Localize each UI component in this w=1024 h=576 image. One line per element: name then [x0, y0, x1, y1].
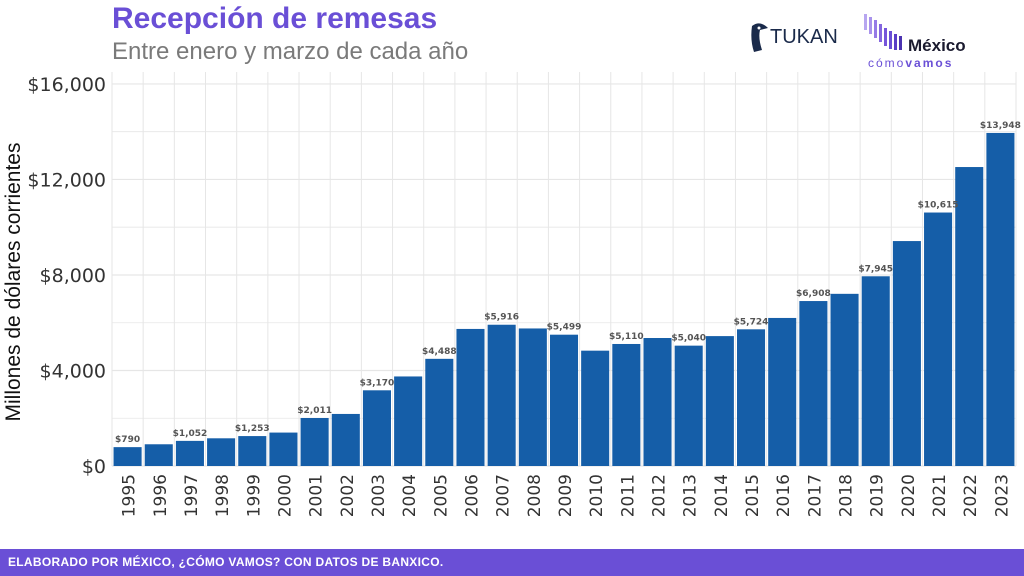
bar-2014: [705, 336, 734, 466]
tukan-logo-text: TUKAN: [770, 26, 838, 48]
x-tick-label-1999: 1999: [244, 474, 264, 517]
bar-chart: $790 $1,052 $1,253 $2,011 $3,170 $4,488 $5,916…: [2, 72, 1021, 517]
bars-logo-icon: [864, 14, 902, 50]
bar-2017: [799, 301, 828, 466]
x-tick-label-2019: 2019: [868, 474, 888, 517]
tukan-logo: TUKAN: [748, 18, 838, 58]
x-tick-label-2013: 2013: [681, 474, 701, 517]
x-tick-label-2003: 2003: [369, 474, 389, 517]
y-tick-label: $12,000: [27, 169, 106, 191]
y-tick-label: $0: [82, 456, 106, 478]
data-label-1997: $1,052: [173, 429, 208, 439]
data-label-2007: $5,916: [484, 313, 519, 323]
bar-2015: [737, 329, 766, 466]
footer-bar: ELABORADO POR MÉXICO, ¿CÓMO VAMOS? CON D…: [0, 549, 1024, 576]
bar-2022: [955, 167, 984, 466]
x-tick-label-2015: 2015: [743, 474, 763, 517]
x-tick-label-2016: 2016: [774, 474, 794, 517]
bar-2008: [518, 328, 547, 466]
x-tick-label-2004: 2004: [400, 474, 420, 517]
x-tick-label-2007: 2007: [494, 474, 514, 517]
mcv-logo-subtext: cómovamos: [868, 56, 954, 70]
bar-2010: [581, 350, 610, 466]
data-label-1999: $1,253: [235, 424, 270, 434]
x-tick-label-2012: 2012: [650, 474, 670, 517]
data-label-2019: $7,945: [858, 264, 893, 274]
x-tick-label-1995: 1995: [120, 474, 140, 517]
bar-2007: [487, 324, 516, 466]
bar-1995: [113, 447, 142, 466]
x-tick-label-2022: 2022: [961, 474, 981, 517]
bar-2009: [549, 334, 579, 466]
x-tick-label-2017: 2017: [805, 474, 825, 517]
bar-2011: [612, 343, 641, 466]
bar-2019: [861, 276, 890, 466]
x-tick-label-2000: 2000: [275, 474, 295, 517]
bar-1998: [207, 438, 236, 466]
chart-subtitle: Entre enero y marzo de cada año: [112, 38, 469, 65]
bar-2021: [924, 212, 953, 466]
data-label-2003: $3,170: [360, 378, 395, 388]
y-axis-ticks: $0 $4,000 $8,000 $12,000 $16,000: [27, 74, 106, 478]
x-tick-label-2009: 2009: [556, 474, 576, 517]
x-tick-label-2005: 2005: [431, 474, 451, 517]
data-label-2001: $2,011: [297, 406, 332, 416]
x-tick-label-2008: 2008: [525, 474, 545, 517]
bar-2020: [892, 241, 921, 466]
x-tick-label-2020: 2020: [899, 474, 919, 517]
data-label-2021: $10,615: [918, 201, 959, 211]
mcv-logo-text: México: [908, 36, 966, 55]
data-label-2009: $5,499: [547, 323, 582, 333]
y-tick-label: $8,000: [40, 265, 106, 287]
y-axis-label: Millones de dólares corrientes: [2, 143, 25, 422]
data-label-2013: $5,040: [671, 334, 706, 344]
x-axis-ticks: 1995 1996 1997 1998 1999 2000 2001 2002 2003 2004…: [120, 474, 1013, 517]
data-label-2015: $5,724: [734, 317, 769, 327]
bar-2018: [830, 293, 859, 466]
bar-2000: [269, 432, 298, 466]
bar-1996: [144, 444, 173, 466]
x-tick-label-2021: 2021: [930, 474, 950, 517]
bar-2001: [300, 417, 329, 466]
x-tick-label-2006: 2006: [462, 474, 482, 517]
bar-2012: [643, 338, 672, 466]
footer-credit: ELABORADO POR MÉXICO, ¿CÓMO VAMOS? CON D…: [8, 555, 444, 569]
data-label-2017: $6,908: [796, 289, 831, 299]
x-tick-label-2014: 2014: [712, 474, 732, 517]
bar-2003: [362, 390, 391, 466]
x-tick-label-2023: 2023: [992, 474, 1012, 517]
data-label-2011: $5,110: [609, 332, 644, 342]
x-tick-label-2011: 2011: [618, 474, 638, 517]
data-label-2005: $4,488: [422, 347, 457, 357]
data-labels: $790 $1,052 $1,253 $2,011 $3,170 $4,488 $5,916…: [115, 121, 1021, 445]
mexico-como-vamos-logo: México cómovamos: [862, 12, 992, 70]
bar-2023: [986, 132, 1015, 466]
toucan-icon: [751, 23, 768, 52]
x-tick-label-1997: 1997: [182, 474, 202, 517]
bar-2013: [674, 345, 703, 466]
x-tick-label-2010: 2010: [587, 474, 607, 517]
x-tick-label-2002: 2002: [338, 474, 358, 517]
bars: [113, 132, 1015, 466]
y-tick-label: $16,000: [27, 74, 106, 96]
bar-1997: [175, 440, 204, 466]
x-tick-label-2001: 2001: [307, 474, 327, 517]
bar-2005: [425, 358, 454, 466]
bar-2016: [768, 317, 797, 466]
data-label-2023: $13,948: [980, 121, 1021, 131]
bar-2002: [331, 413, 360, 466]
y-tick-label: $4,000: [40, 360, 106, 382]
data-label-1995: $790: [115, 435, 140, 445]
bar-1999: [238, 436, 267, 466]
x-tick-label-1998: 1998: [213, 474, 233, 517]
x-tick-label-2018: 2018: [837, 474, 857, 517]
bar-2004: [394, 376, 423, 466]
bar-2006: [456, 328, 485, 466]
chart-title: Recepción de remesas: [112, 2, 438, 35]
x-tick-label-1996: 1996: [151, 474, 171, 517]
